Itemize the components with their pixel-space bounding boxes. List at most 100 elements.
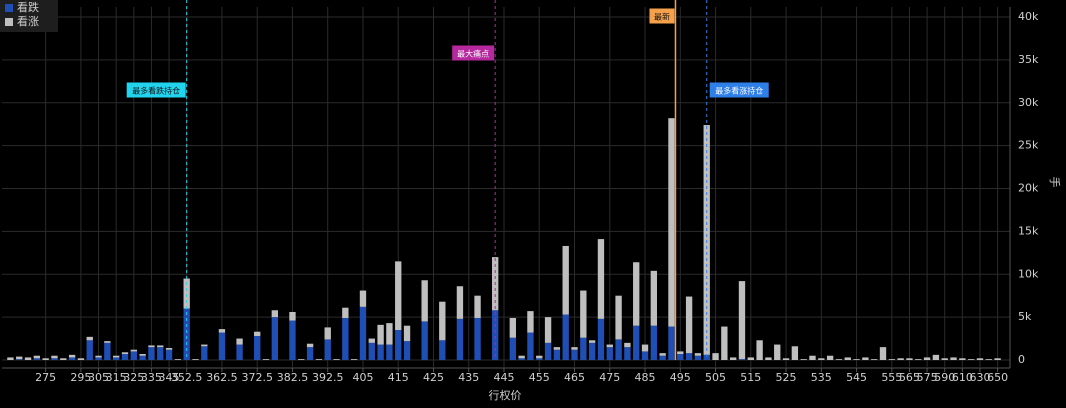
x-tick-label: 610 — [952, 371, 973, 384]
bar — [7, 357, 14, 360]
x-tick-label: 485 — [635, 371, 656, 384]
bar — [527, 311, 534, 333]
annotation-box — [709, 82, 769, 98]
bar — [721, 326, 728, 360]
y-tick-label: 0 — [1018, 353, 1025, 366]
bar — [747, 357, 754, 360]
bar — [633, 325, 640, 360]
bar — [685, 353, 693, 360]
x-tick-label: 535 — [811, 371, 832, 384]
annotation: 最多看跌持仓 — [126, 82, 186, 98]
bar — [165, 349, 173, 360]
bar — [756, 340, 763, 360]
bar — [24, 357, 32, 360]
bar — [782, 358, 790, 360]
bar — [941, 358, 948, 360]
bar — [174, 359, 182, 360]
bar — [315, 359, 323, 360]
bar — [853, 359, 860, 360]
bar — [350, 359, 358, 360]
bar — [677, 351, 684, 354]
bar — [571, 347, 578, 350]
bar — [800, 359, 807, 360]
bar — [342, 307, 349, 318]
bar — [68, 357, 76, 360]
bar — [606, 344, 613, 348]
x-tick-label: 382.5 — [277, 371, 309, 384]
bar — [183, 308, 190, 360]
bar — [386, 344, 393, 360]
bar — [553, 347, 561, 350]
bar — [712, 353, 719, 360]
bar — [456, 318, 464, 360]
y-tick-label: 15k — [1018, 224, 1039, 237]
x-tick-label: 435 — [458, 371, 479, 384]
bar — [236, 338, 243, 345]
bar — [95, 357, 102, 360]
bar — [60, 358, 67, 360]
y-tick-label: 25k — [1018, 139, 1039, 152]
bar — [544, 317, 552, 343]
bar — [985, 359, 992, 360]
bar — [139, 355, 146, 360]
bar — [641, 344, 649, 352]
bar — [615, 295, 622, 340]
bar — [33, 355, 41, 359]
y-tick-label: 30k — [1018, 96, 1039, 109]
bar — [121, 352, 129, 354]
annotation-text: 最多看跌持仓 — [132, 86, 180, 96]
bar — [77, 358, 85, 360]
bar — [192, 359, 199, 360]
bar — [333, 359, 340, 360]
bar — [16, 356, 23, 360]
bar — [562, 314, 569, 360]
x-tick-label: 392.5 — [312, 371, 344, 384]
bar — [624, 347, 631, 360]
bar — [33, 358, 41, 360]
bar — [923, 357, 931, 360]
annotation: 最新 — [649, 8, 675, 24]
x-tick-label: 525 — [776, 371, 797, 384]
x-tick-label: 495 — [670, 371, 691, 384]
bar — [130, 349, 137, 352]
bar — [201, 346, 208, 360]
y-tick-label: 35k — [1018, 53, 1039, 66]
bar — [183, 278, 190, 309]
bar — [359, 306, 367, 360]
bar — [633, 262, 640, 326]
bar — [774, 344, 781, 360]
bar — [368, 342, 375, 360]
bar — [439, 301, 446, 341]
bar — [139, 353, 146, 356]
bar — [915, 359, 922, 360]
bar — [271, 317, 279, 360]
bar — [871, 359, 878, 360]
bar — [148, 347, 155, 360]
bar — [121, 353, 129, 360]
bar — [104, 341, 111, 343]
bar — [395, 261, 402, 330]
bar — [492, 310, 499, 360]
bar — [615, 339, 622, 360]
bar — [844, 357, 851, 360]
x-tick-label: 415 — [388, 371, 409, 384]
x-tick-label: 455 — [529, 371, 550, 384]
y-tick-label: 40k — [1018, 10, 1039, 23]
bar — [509, 317, 516, 338]
bar — [791, 346, 799, 360]
bar — [536, 358, 543, 360]
bar — [306, 347, 314, 360]
bar — [659, 353, 666, 356]
bar — [456, 286, 464, 319]
bar — [580, 290, 587, 338]
annotation-box — [126, 82, 186, 98]
bar — [368, 338, 375, 343]
bar — [518, 355, 525, 359]
bar — [729, 357, 737, 360]
bar — [562, 245, 569, 315]
bar — [386, 323, 393, 345]
annotation-text: 最大痛点 — [457, 49, 489, 59]
bar — [659, 355, 666, 360]
bar — [765, 357, 772, 360]
